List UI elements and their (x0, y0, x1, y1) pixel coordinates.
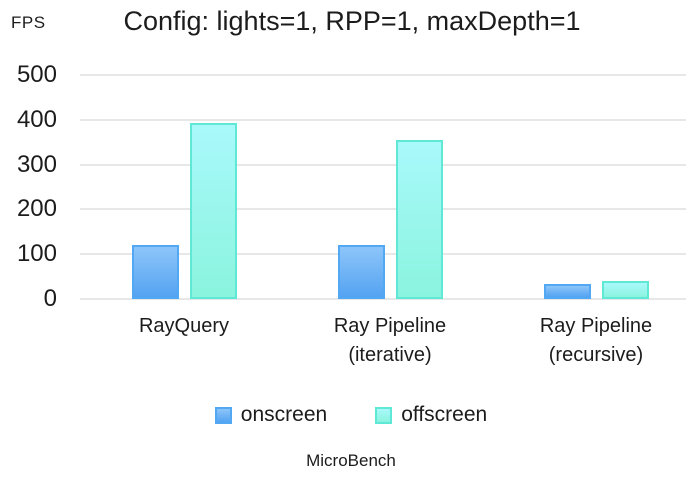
y-tick-label-200: 200 (16, 195, 57, 223)
y-axis-unit-label: FPS (11, 13, 46, 32)
gridline-0 (80, 298, 686, 300)
gridline-500 (80, 74, 686, 76)
bar-offscreen-2 (601, 281, 649, 299)
category-label-line: RayQuery (138, 315, 230, 337)
bar-offscreen-0 (189, 123, 237, 299)
y-tick-label-300: 300 (16, 150, 57, 178)
category-label-line: (recursive) (548, 344, 644, 366)
bar-onscreen-2 (543, 284, 591, 299)
y-tick-label-100: 100 (16, 240, 57, 268)
chart-source-label: MicroBench (306, 451, 396, 470)
plot-area (80, 74, 686, 300)
category-label-line: (iterative) (348, 344, 432, 366)
legend-item-offscreen: offscreen (375, 403, 487, 427)
y-tick-label-0: 0 (43, 285, 57, 312)
chart-title: Config: lights=1, RPP=1, maxDepth=1 (123, 6, 581, 36)
category-label-line: Ray Pipeline (539, 315, 653, 337)
legend-item-onscreen: onscreen (214, 403, 328, 427)
category-label-2: Ray Pipeline (recursive) (493, 312, 688, 370)
legend-label-onscreen: onscreen (240, 403, 328, 426)
legend-swatch-offscreen (375, 406, 393, 424)
gridline-300 (80, 163, 686, 166)
legend-swatch-onscreen (214, 406, 232, 424)
gridline-400 (80, 118, 686, 121)
y-tick-label-400: 400 (16, 105, 57, 133)
category-label-line: Ray Pipeline (333, 315, 447, 337)
bar-offscreen-1 (395, 140, 443, 299)
bar-onscreen-1 (337, 245, 385, 299)
legend-label-offscreen: offscreen (401, 403, 488, 426)
legend: onscreen offscreen (0, 403, 688, 427)
gridline-200 (80, 208, 686, 211)
y-tick-label-500: 500 (16, 61, 57, 88)
category-label-1: Ray Pipeline (iterative) (287, 312, 493, 370)
bar-onscreen-0 (131, 245, 179, 299)
category-label-0: RayQuery (81, 312, 287, 341)
